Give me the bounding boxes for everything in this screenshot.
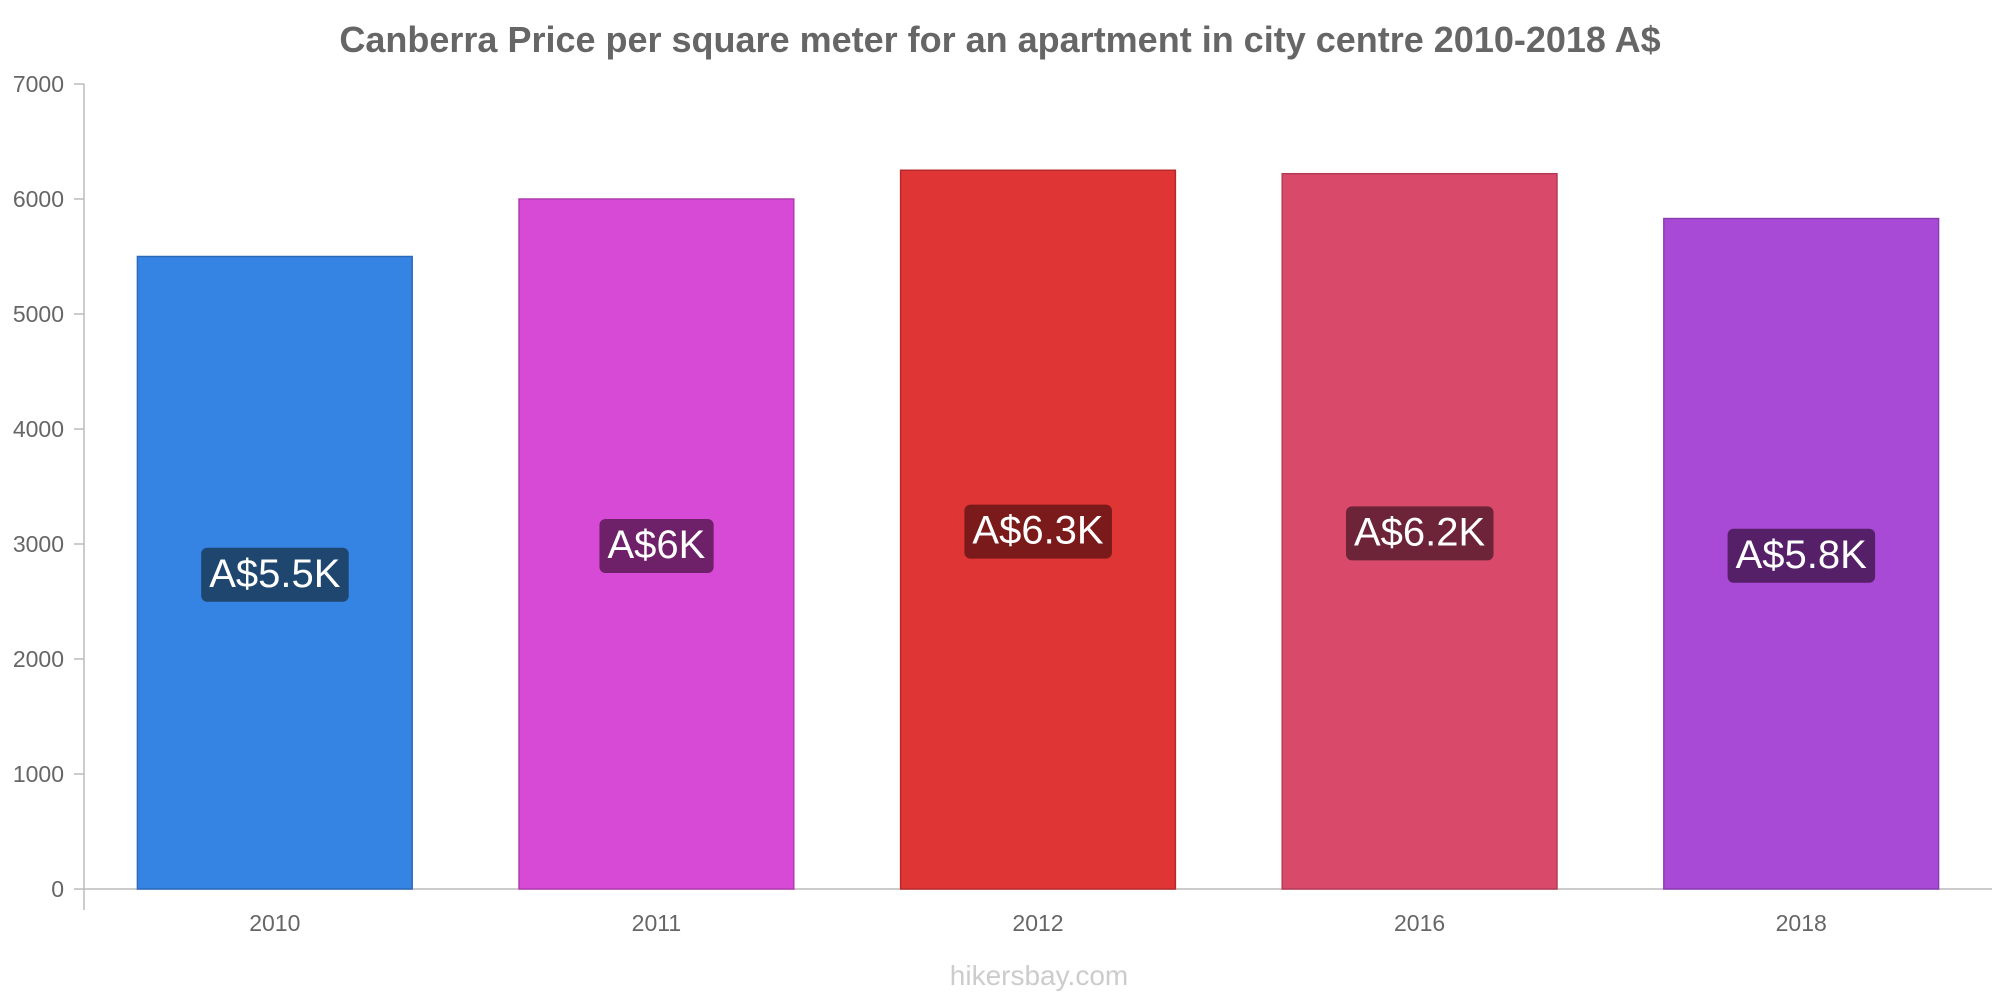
x-tick-label: 2018 [1776,910,1827,936]
y-tick-label: 1000 [13,761,64,787]
data-label-background [964,504,1112,559]
x-tick-label: 2010 [249,910,300,936]
data-label-background [599,519,714,573]
y-tick-label: 6000 [13,186,64,212]
chart-title: Canberra Price per square meter for an a… [339,19,1660,60]
y-axis: 0 1000 2000 3000 4000 5000 6000 7000 [13,71,85,910]
y-tick-label: 2000 [13,646,64,672]
data-label: A$6.2K [1354,510,1486,554]
data-label: A$6K [607,523,705,567]
y-tick-label: 4000 [13,416,64,442]
data-label-background [1727,528,1876,583]
x-axis: 2010 2011 2012 2016 2018 [84,888,1992,936]
data-label: A$6.3K [972,509,1104,553]
x-tick-label: 2016 [1394,910,1445,936]
watermark: hikersbay.com [950,960,1128,991]
data-label-background [1345,506,1494,561]
y-tick-label: 3000 [13,531,64,557]
data-label: A$5.5K [209,552,341,596]
y-tick-label: 5000 [13,301,64,327]
data-label: A$5.8K [1736,533,1868,577]
y-tick-label: 0 [51,876,64,902]
y-tick-label: 7000 [13,71,64,97]
x-tick-label: 2012 [1012,910,1063,936]
data-label-background [201,547,349,602]
data-labels: A$5.5K A$6K A$6.3K A$6.2K A$5.8K [201,504,1876,602]
x-tick-label: 2011 [632,910,681,936]
